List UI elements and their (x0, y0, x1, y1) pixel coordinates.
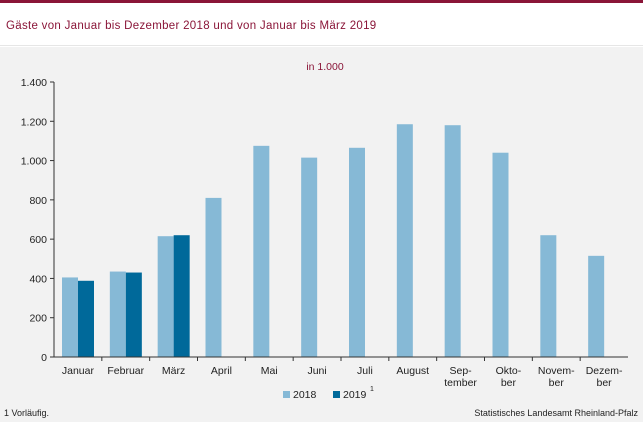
bar-2018-Juni (301, 157, 318, 357)
x-tick-label: Juni (307, 365, 326, 377)
chart-background (0, 47, 643, 422)
y-tick-label: 1.400 (21, 77, 47, 89)
bar-2018-Februar (109, 271, 126, 357)
y-tick-label: 800 (29, 195, 47, 207)
y-tick-label: 0 (41, 352, 47, 364)
x-tick-label: Juli (357, 365, 373, 377)
unit-label: in 1.000 (306, 61, 344, 73)
x-tick-label: ber (549, 377, 565, 389)
x-tick-label: April (211, 365, 232, 377)
legend-label-2019: 2019 (343, 389, 367, 401)
footnote: 1 Vorläufig. (4, 408, 49, 418)
x-tick-label: Okto- (496, 365, 522, 377)
x-tick-label: tember (444, 377, 477, 389)
y-tick-label: 1.000 (21, 156, 47, 168)
title-band: Gäste von Januar bis Dezember 2018 und v… (0, 3, 643, 46)
x-tick-label: August (396, 365, 429, 377)
y-axis: 0 200 400 600 800 1.000 1.200 1.400 (21, 77, 55, 364)
legend-swatch-2019 (333, 391, 340, 398)
chart-title: Gäste von Januar bis Dezember 2018 und v… (6, 20, 377, 32)
source-credit: Statistisches Landesamt Rheinland-Pfalz (474, 408, 638, 418)
bar-2018-Januar (62, 277, 78, 357)
x-tick-label: Januar (62, 365, 95, 377)
bar-2019-Februar (125, 272, 142, 357)
y-tick-label: 400 (29, 273, 47, 285)
y-tick-label: 200 (29, 313, 47, 325)
bar-2018-Mai (253, 145, 270, 357)
x-tick-label: März (162, 365, 185, 377)
bar-2018-Novem-ber (540, 235, 557, 357)
x-tick-label: Novem- (538, 365, 575, 377)
bar-2019-März (173, 235, 190, 357)
bar-2018-August (396, 124, 413, 357)
x-tick-label: Februar (107, 365, 144, 377)
x-tick-label: Sep- (449, 365, 472, 377)
x-tick-label: ber (501, 377, 517, 389)
bar-2018-Okto-ber (492, 152, 509, 357)
bar-2018-April (205, 197, 222, 357)
y-tick-label: 600 (29, 234, 47, 246)
bar-2018-Juli (349, 147, 365, 357)
x-axis: Januar Februar März April Mai Juni Juli August S… (54, 356, 628, 389)
bar-2018-März (157, 236, 174, 357)
legend-footnote-marker: 1 (370, 386, 374, 393)
x-tick-label: Mai (261, 365, 278, 377)
x-tick-label: ber (596, 377, 612, 389)
legend-swatch-2018 (283, 391, 290, 398)
bars (62, 124, 605, 357)
legend-label-2018: 2018 (293, 389, 317, 401)
y-tick-label: 1.200 (21, 116, 47, 128)
bar-2018-Dezem-ber (588, 255, 605, 357)
x-tick-label: Dezem- (586, 365, 623, 377)
brand-top-line (0, 0, 643, 3)
legend: 2018 2019 1 (283, 386, 374, 401)
bar-2019-Januar (78, 280, 94, 357)
bar-2018-Sep-tember (444, 125, 461, 357)
